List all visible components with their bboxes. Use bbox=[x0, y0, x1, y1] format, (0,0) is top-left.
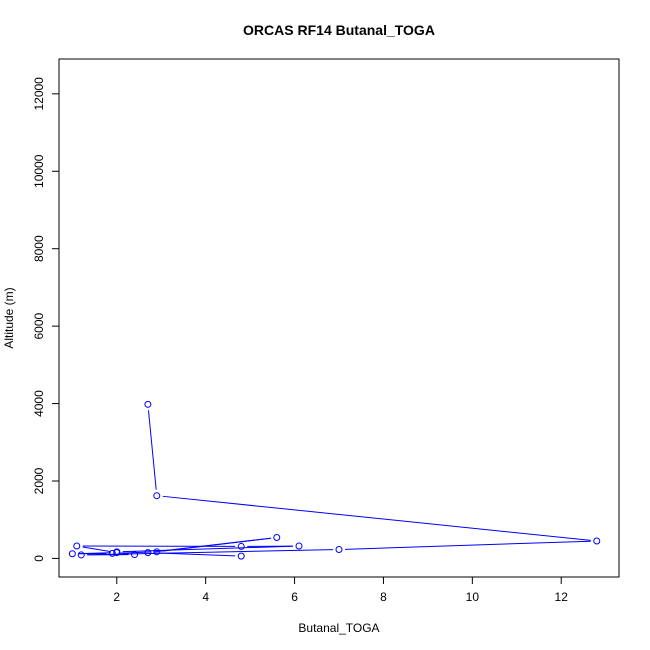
data-point bbox=[153, 492, 161, 500]
data-point bbox=[237, 542, 245, 550]
data-point bbox=[73, 542, 81, 550]
x-axis: 2 4 6 8 10 12 bbox=[113, 576, 569, 604]
data-point bbox=[153, 548, 161, 556]
y-axis-label: Altitude (m) bbox=[2, 287, 16, 348]
data-point bbox=[237, 552, 245, 560]
chart-title: ORCAS RF14 Butanal_TOGA bbox=[243, 22, 435, 38]
series-line-segment bbox=[344, 540, 591, 550]
series-line-segment bbox=[153, 537, 271, 553]
data-point bbox=[144, 400, 152, 408]
data-point bbox=[108, 549, 116, 557]
data-point bbox=[77, 551, 85, 559]
series-line-segment bbox=[82, 546, 111, 553]
x-axis-label: Butanal_TOGA bbox=[298, 621, 379, 635]
y-tick-label: 6000 bbox=[32, 312, 46, 339]
x-tick-label: 12 bbox=[555, 590, 569, 604]
x-tick-label: 4 bbox=[202, 590, 209, 604]
plot-frame bbox=[58, 58, 620, 578]
x-tick-label: 6 bbox=[291, 590, 298, 604]
data-point bbox=[68, 550, 76, 558]
data-point bbox=[593, 537, 601, 545]
data-point bbox=[131, 551, 139, 559]
y-tick-label: 10000 bbox=[32, 154, 46, 188]
y-tick-label: 0 bbox=[32, 555, 46, 562]
y-tick-label: 2000 bbox=[32, 467, 46, 494]
series-line-segment bbox=[87, 549, 334, 556]
series-layer bbox=[68, 400, 601, 560]
series-line-segment bbox=[147, 410, 157, 490]
x-tick-label: 10 bbox=[466, 590, 480, 604]
data-point bbox=[273, 534, 281, 542]
y-tick-label: 12000 bbox=[32, 77, 46, 111]
series-line-segment bbox=[122, 545, 294, 553]
y-tick-label: 4000 bbox=[32, 390, 46, 417]
data-point bbox=[335, 546, 343, 554]
data-point bbox=[144, 549, 152, 557]
data-point bbox=[295, 542, 303, 550]
series-line-segment bbox=[162, 495, 591, 541]
y-axis: 0 2000 4000 6000 8000 10000 12000 bbox=[32, 77, 60, 562]
series-line-segment bbox=[153, 552, 236, 557]
x-tick-label: 2 bbox=[113, 590, 120, 604]
series-line-segment bbox=[118, 551, 151, 554]
y-tick-label: 8000 bbox=[32, 235, 46, 262]
x-tick-label: 8 bbox=[380, 590, 387, 604]
data-point bbox=[113, 549, 121, 557]
